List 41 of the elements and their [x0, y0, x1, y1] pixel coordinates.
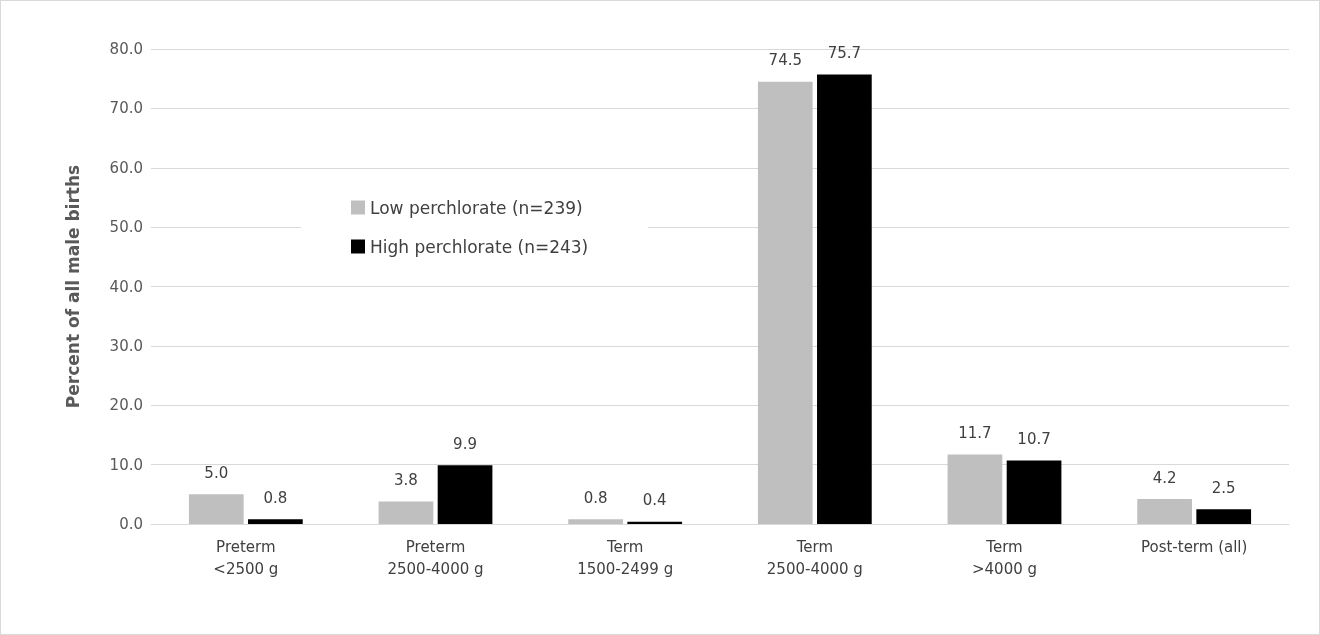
data-label: 2.5	[1211, 478, 1236, 497]
x-tick-label: Term 2500-4000 g	[766, 538, 863, 578]
x-tick-label: Term >4000 g	[971, 538, 1038, 578]
data-label: 75.7	[827, 44, 862, 63]
y-axis-title: Percent of all male births	[62, 164, 83, 409]
data-label: 0.4	[642, 491, 667, 510]
data-label: 4.2	[1152, 468, 1177, 487]
y-tick-label: 50.0	[109, 218, 143, 237]
data-label: 0.8	[263, 488, 288, 507]
y-tick-label: 60.0	[109, 158, 143, 177]
x-tick-label: Preterm <2500 g	[213, 538, 279, 578]
legend-label: High perchlorate (n=243)	[370, 236, 589, 257]
bar	[1196, 509, 1252, 524]
bar	[1006, 460, 1062, 524]
data-label: 5.0	[204, 463, 229, 482]
data-label: 74.5	[768, 51, 802, 70]
bar	[757, 81, 813, 524]
data-label: 3.8	[394, 470, 418, 489]
x-tick-label: Term 1500-2499 g	[577, 538, 674, 578]
data-label: 11.7	[958, 424, 992, 443]
bar	[1137, 499, 1192, 524]
x-tick-label: Post-term (all)	[1140, 538, 1248, 556]
bar	[947, 454, 1003, 524]
bar	[378, 501, 434, 524]
y-tick-label: 30.0	[109, 336, 143, 355]
bar	[568, 519, 623, 524]
x-tick-label: Preterm 2500-4000 g	[387, 538, 484, 578]
bar	[437, 465, 493, 524]
y-tick-label: 80.0	[109, 40, 143, 58]
data-label: 9.9	[453, 434, 477, 453]
bar	[248, 519, 303, 524]
y-tick-label: 10.0	[109, 455, 143, 474]
legend-label: Low perchlorate (n=239)	[370, 197, 583, 218]
y-tick-label: 70.0	[109, 99, 143, 118]
y-tick-label: 20.0	[109, 396, 143, 415]
y-tick-label: 40.0	[109, 277, 143, 296]
data-label: 0.8	[583, 488, 608, 507]
bar	[188, 494, 244, 524]
y-tick-label: 0.0	[119, 515, 143, 533]
data-label: 10.7	[1017, 429, 1051, 448]
bar	[817, 74, 872, 524]
